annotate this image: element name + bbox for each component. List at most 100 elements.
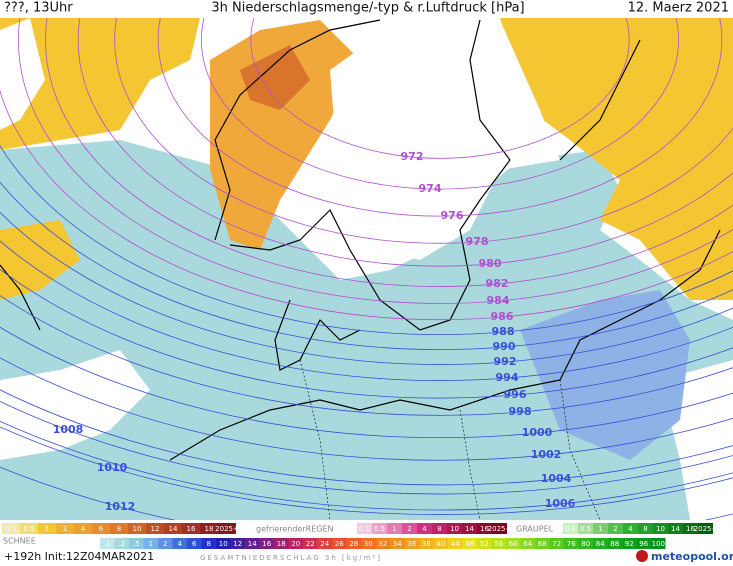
- legend-swatch: [448, 538, 463, 549]
- legend-value: 0.5: [580, 525, 591, 533]
- legend-value: 8: [207, 540, 211, 548]
- dry-area: [0, 350, 150, 460]
- legend-value: 4: [81, 525, 86, 533]
- legend-swatch: [346, 538, 361, 549]
- legend-value: 92: [625, 540, 634, 548]
- legend-swatch: [201, 538, 216, 549]
- isobar: [0, 326, 733, 438]
- isobar-label: 1012: [105, 500, 136, 513]
- graupel-label: GRAUPEL: [516, 525, 554, 534]
- isobar: [0, 211, 733, 365]
- legend-swatch: [20, 523, 38, 534]
- legend-swatch: [535, 538, 550, 549]
- legend-value: 16: [262, 540, 271, 548]
- isobar-label: 972: [401, 150, 424, 163]
- legend-swatch: [387, 523, 402, 534]
- isobar-label: 996: [504, 388, 527, 401]
- isobar: [0, 389, 733, 486]
- legend-swatch: [462, 538, 477, 549]
- dry-area: [330, 20, 560, 260]
- freezing-rain-label: gefrierenderREGEN: [256, 525, 334, 534]
- isobar-label: 984: [487, 294, 510, 307]
- isobar: [0, 268, 733, 399]
- legend-swatch: [593, 523, 608, 534]
- legend-value: 2: [613, 525, 617, 533]
- legend-swatch: [357, 523, 372, 534]
- legend-swatch: [432, 523, 447, 534]
- legend-swatch: [506, 538, 521, 549]
- legend-value: 84: [596, 540, 605, 548]
- legend-value: 4: [628, 525, 633, 533]
- legend-swatch: [390, 538, 405, 549]
- legend-value: 38: [422, 540, 431, 548]
- legend-value: 56: [494, 540, 503, 548]
- legend-value: 72: [552, 540, 561, 548]
- legend-swatch: [549, 538, 564, 549]
- legend-value: 0.1: [565, 525, 576, 533]
- legend-value: 6: [192, 540, 197, 548]
- coastline-continent: [169, 229, 721, 461]
- borders: [299, 359, 601, 520]
- legend-value: 36: [407, 540, 416, 548]
- legend-value: 6: [99, 525, 104, 533]
- legend-swatch: [419, 538, 434, 549]
- legend-value: 1: [392, 525, 396, 533]
- total-legend-label: GESAMTNIEDERSCHLAG 3h [kg/m²]: [200, 554, 382, 562]
- legend-value: 10: [133, 525, 142, 533]
- legend-value: 4: [178, 540, 183, 548]
- isobar-label: 976: [441, 209, 464, 222]
- legend-swatch: [129, 538, 144, 549]
- legend-swatch: [200, 523, 218, 534]
- legend-value: 44: [451, 540, 460, 548]
- legend-value: 60: [509, 540, 518, 548]
- isobar-label: 990: [493, 340, 516, 353]
- isobar: [77, 18, 733, 267]
- legend-swatch: [375, 538, 390, 549]
- legend-swatch: [492, 523, 507, 534]
- isobar: [18, 18, 733, 304]
- legend-value: 0.1: [359, 525, 370, 533]
- legend-value: 28: [349, 540, 358, 548]
- isobar: [201, 18, 679, 190]
- legend-value: 1: [45, 525, 49, 533]
- legend-value: 2: [163, 540, 167, 548]
- legend-value: 18: [277, 540, 286, 548]
- isobar-label: 1006: [545, 497, 576, 510]
- legend-swatch: [317, 538, 332, 549]
- coastline-finland: [559, 39, 641, 161]
- border: [459, 409, 481, 520]
- legend-swatch: [146, 523, 164, 534]
- brand: meteopool.org: [651, 550, 733, 563]
- legend-swatch: [172, 538, 187, 549]
- legend-value: 0.5: [374, 525, 385, 533]
- legend-swatch: [636, 538, 651, 549]
- snow-area: [0, 18, 200, 150]
- legend-value: 0.5: [23, 525, 34, 533]
- isobar: [0, 144, 733, 335]
- isobar-label: 1000: [522, 426, 553, 439]
- legend-swatch: [361, 538, 376, 549]
- isobar-label: 974: [419, 182, 442, 195]
- legend-value: 64: [523, 540, 532, 548]
- legend-value: 68: [538, 540, 547, 548]
- legend-value: 8: [117, 525, 121, 533]
- header-bar: [0, 0, 733, 18]
- isobar: [0, 400, 733, 495]
- isobar: [0, 357, 733, 461]
- legend-swatch: [38, 523, 56, 534]
- legend-value: 2025+: [488, 525, 512, 533]
- legend-swatch: [623, 523, 638, 534]
- legend-value: 30: [364, 540, 373, 548]
- legend-value: 52: [480, 540, 489, 548]
- legend-swatch: [128, 523, 146, 534]
- legend-value: 2025+: [694, 525, 718, 533]
- legend-swatch: [520, 538, 535, 549]
- legend-swatch: [564, 538, 579, 549]
- legend-swatch: [230, 538, 245, 549]
- legend-value: 32: [378, 540, 387, 548]
- legend-swatch: [593, 538, 608, 549]
- legend-swatch: [110, 523, 128, 534]
- isobar: [250, 18, 630, 159]
- precip-moderate: [520, 290, 690, 460]
- snow-area: [500, 18, 733, 300]
